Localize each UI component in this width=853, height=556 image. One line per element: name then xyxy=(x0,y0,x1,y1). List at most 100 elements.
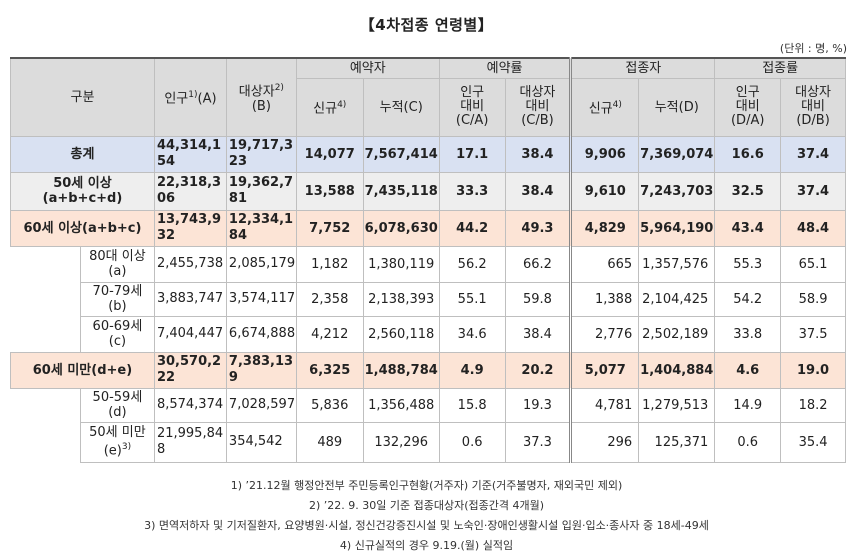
rca-cell: 55.1 xyxy=(438,281,506,317)
indent-cell xyxy=(10,422,81,462)
footnote: 3) 면역저하자 및 기저질환자, 요양병원·시설, 정신건강증진시설 및 노숙… xyxy=(144,519,709,532)
population-cell: 2,455,738 xyxy=(153,245,227,283)
row-label: 60-69세 (c) xyxy=(79,315,155,353)
rnew-cell: 2,358 xyxy=(295,281,364,317)
vnew-cell: 9,610 xyxy=(569,171,640,211)
population-cell: 8,574,374 xyxy=(153,387,227,423)
vcum-cell: 1,279,513 xyxy=(638,387,716,423)
vda-cell: 4.6 xyxy=(714,351,782,389)
unit-label: (단위 : 명, %) xyxy=(779,42,847,55)
rca-cell: 34.6 xyxy=(438,315,506,353)
row-label: 50세 미만 (e)3) xyxy=(79,421,155,463)
vnew-cell: 2,776 xyxy=(569,315,640,353)
rnew-cell: 7,752 xyxy=(295,209,364,247)
vcum-cell: 7,369,074 xyxy=(638,135,716,173)
vnew-cell: 4,829 xyxy=(569,209,640,247)
vda-cell: 32.5 xyxy=(714,171,782,211)
header-reserve-rate: 예약률 xyxy=(438,57,572,79)
rnew-cell: 14,077 xyxy=(295,135,364,173)
row-label: 60세 이상(a+b+c) xyxy=(10,209,155,247)
vda-cell: 33.8 xyxy=(714,315,782,353)
rcb-cell: 66.2 xyxy=(504,245,572,283)
vdb-cell: 65.1 xyxy=(780,245,846,283)
table-row: 60세 미만(d+e) 30,570,222 7,383,139 6,325 1,488… xyxy=(10,351,846,389)
vda-cell: 43.4 xyxy=(714,209,782,247)
header-tgt-ratio-db: 대상자 대비 (D/B) xyxy=(780,77,846,137)
vdb-cell: 37.4 xyxy=(780,171,846,211)
rcum-cell: 7,435,118 xyxy=(362,171,440,211)
rcum-cell: 1,356,488 xyxy=(362,387,440,423)
rcum-cell: 132,296 xyxy=(362,421,440,463)
vcum-cell: 1,404,884 xyxy=(638,351,716,389)
vda-cell: 0.6 xyxy=(714,421,782,463)
vnew-cell: 9,906 xyxy=(569,135,640,173)
row-label: 70-79세 (b) xyxy=(79,281,155,317)
vdb-cell: 37.4 xyxy=(780,135,846,173)
vcum-cell: 125,371 xyxy=(638,421,716,463)
header-reserve-cum: 누적(C) xyxy=(362,77,440,137)
rca-cell: 44.2 xyxy=(438,209,506,247)
vnew-cell: 665 xyxy=(569,245,640,283)
table-row: 80대 이상 (a) 2,455,738 2,085,179 1,182 1,380,1… xyxy=(10,245,846,283)
rcum-cell: 6,078,630 xyxy=(362,209,440,247)
target-cell: 3,574,117 xyxy=(225,281,297,317)
rnew-cell: 13,588 xyxy=(295,171,364,211)
vdb-cell: 35.4 xyxy=(780,421,846,463)
rcum-cell: 7,567,414 xyxy=(362,135,440,173)
vcum-cell: 1,357,576 xyxy=(638,245,716,283)
target-cell: 7,383,139 xyxy=(225,351,297,389)
population-cell: 21,995,848 xyxy=(153,421,227,463)
rcb-cell: 20.2 xyxy=(504,351,572,389)
rcum-cell: 1,488,784 xyxy=(362,351,440,389)
row-label: 50-59세 (d) xyxy=(79,387,155,423)
indent-cell xyxy=(10,388,81,422)
vda-cell: 14.9 xyxy=(714,387,782,423)
population-cell: 44,314,154 xyxy=(153,135,227,173)
footnote: 1) ’21.12월 행정안전부 주민등록인구현황(거주자) 기준(거주불명자,… xyxy=(230,479,623,492)
row-label: 60세 미만(d+e) xyxy=(10,351,155,389)
rcb-cell: 19.3 xyxy=(504,387,572,423)
rcb-cell: 38.4 xyxy=(504,315,572,353)
header-reserve: 예약자 xyxy=(295,57,440,79)
vnew-cell: 296 xyxy=(569,421,640,463)
table-row: 총계 44,314,154 19,717,323 14,077 7,567,414 17.… xyxy=(10,135,846,173)
vaccination-table: 구분 인구1)(A) 대상자2) (B) 예약자 예약률 접종자 접종률 신규4)… xyxy=(10,57,846,463)
table-row: 60세 이상(a+b+c) 13,743,932 12,334,184 7,752 6,… xyxy=(10,209,846,247)
vda-cell: 16.6 xyxy=(714,135,782,173)
vnew-cell: 4,781 xyxy=(569,387,640,423)
rcum-cell: 2,560,118 xyxy=(362,315,440,353)
header-pop-ratio-da: 인구 대비 (D/A) xyxy=(714,77,782,137)
row-label: 80대 이상 (a) xyxy=(79,245,155,283)
rcb-cell: 38.4 xyxy=(504,171,572,211)
row-label: 50세 이상 (a+b+c+d) xyxy=(10,171,155,211)
rcb-cell: 49.3 xyxy=(504,209,572,247)
vnew-cell: 1,388 xyxy=(569,281,640,317)
table-row: 50-59세 (d) 8,574,374 7,028,597 5,836 1,356,4… xyxy=(10,387,846,423)
rnew-cell: 1,182 xyxy=(295,245,364,283)
vcum-cell: 7,243,703 xyxy=(638,171,716,211)
rca-cell: 0.6 xyxy=(438,421,506,463)
rnew-cell: 4,212 xyxy=(295,315,364,353)
header-pop-ratio-ca: 인구 대비 (C/A) xyxy=(438,77,506,137)
vcum-cell: 2,104,425 xyxy=(638,281,716,317)
rca-cell: 4.9 xyxy=(438,351,506,389)
target-cell: 6,674,888 xyxy=(225,315,297,353)
vda-cell: 54.2 xyxy=(714,281,782,317)
vdb-cell: 19.0 xyxy=(780,351,846,389)
header-vacc-cum: 누적(D) xyxy=(638,77,716,137)
header-vacc: 접종자 xyxy=(569,57,716,79)
vda-cell: 55.3 xyxy=(714,245,782,283)
rcb-cell: 59.8 xyxy=(504,281,572,317)
header-category: 구분 xyxy=(10,57,155,137)
population-cell: 30,570,222 xyxy=(153,351,227,389)
rcum-cell: 2,138,393 xyxy=(362,281,440,317)
population-cell: 7,404,447 xyxy=(153,315,227,353)
rca-cell: 33.3 xyxy=(438,171,506,211)
vcum-cell: 5,964,190 xyxy=(638,209,716,247)
target-cell: 12,334,184 xyxy=(225,209,297,247)
target-cell: 19,717,323 xyxy=(225,135,297,173)
vcum-cell: 2,502,189 xyxy=(638,315,716,353)
header-vacc-new: 신규4) xyxy=(569,77,640,137)
target-cell: 2,085,179 xyxy=(225,245,297,283)
rcb-cell: 37.3 xyxy=(504,421,572,463)
